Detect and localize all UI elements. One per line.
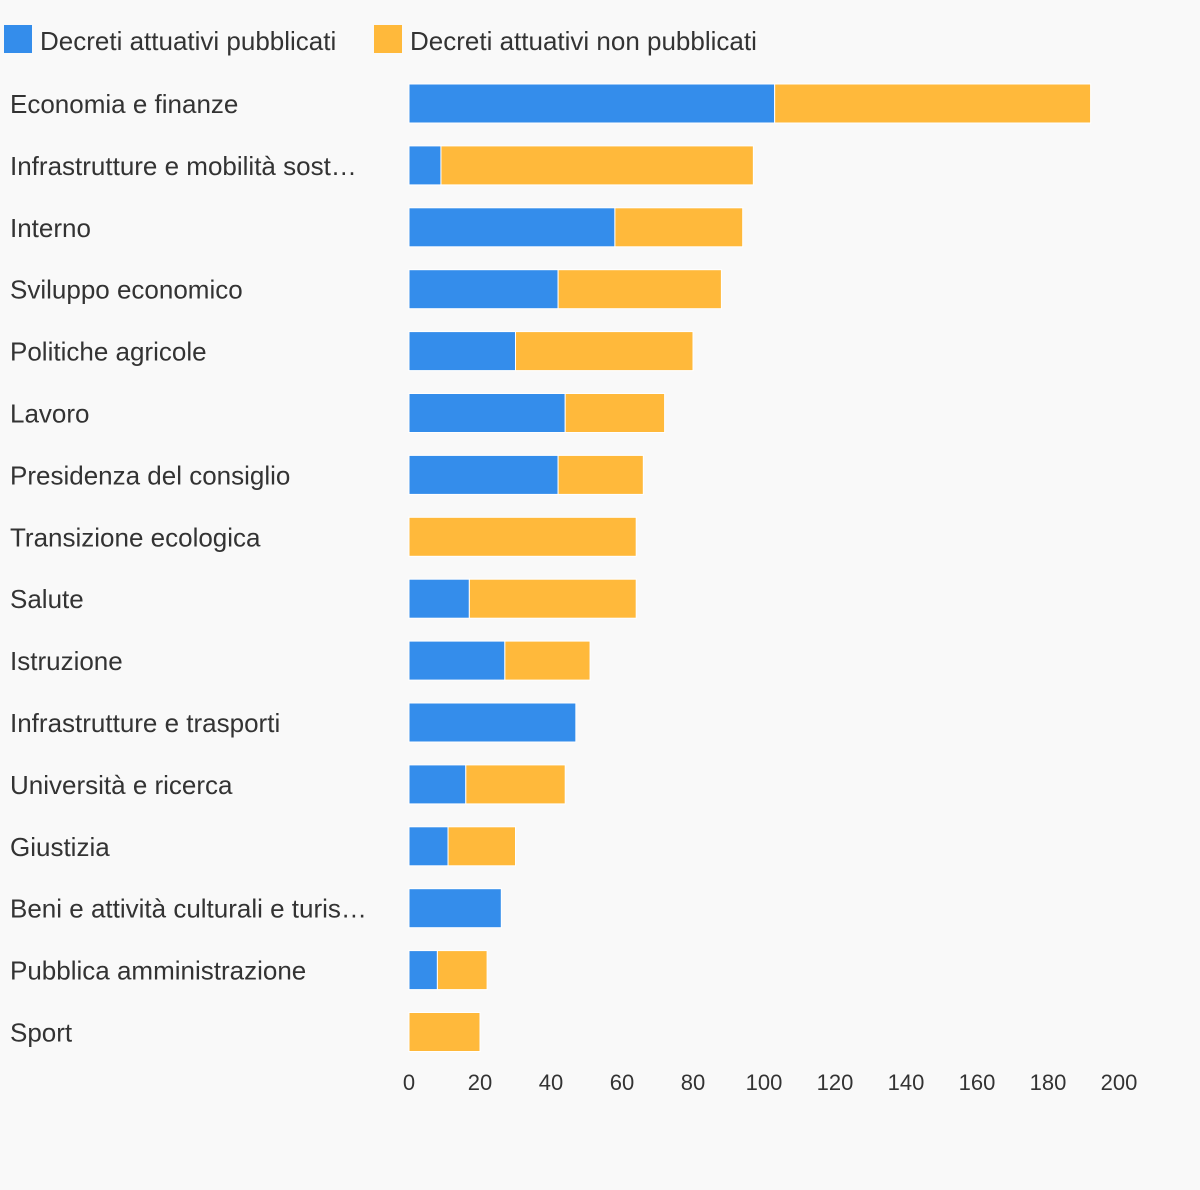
category-label: Università e ricerca bbox=[10, 770, 233, 800]
bar-segment-pubblicati[interactable] bbox=[408, 764, 467, 805]
category-label: Politiche agricole bbox=[10, 337, 207, 367]
legend-swatch-2 bbox=[374, 25, 402, 53]
category-label: Lavoro bbox=[10, 399, 90, 429]
bar-segment-pubblicati[interactable] bbox=[408, 950, 438, 991]
bar-segment-pubblicati[interactable] bbox=[408, 640, 506, 681]
bar-segment-non-pubblicati[interactable] bbox=[504, 640, 591, 681]
bar-segment-non-pubblicati[interactable] bbox=[436, 950, 488, 991]
category-label: Pubblica amministrazione bbox=[10, 956, 306, 986]
bar-segment-pubblicati[interactable] bbox=[408, 826, 449, 867]
category-label: Sport bbox=[10, 1018, 73, 1048]
bars bbox=[408, 83, 1092, 1052]
bar-segment-non-pubblicati[interactable] bbox=[465, 764, 566, 805]
bar-segment-non-pubblicati[interactable] bbox=[557, 454, 644, 495]
x-tick-label: 200 bbox=[1101, 1070, 1138, 1095]
bar-segment-pubblicati[interactable] bbox=[408, 331, 516, 372]
category-label: Transizione ecologica bbox=[10, 522, 261, 552]
bar-segment-non-pubblicati[interactable] bbox=[774, 83, 1092, 124]
category-label: Beni e attività culturali e turis… bbox=[10, 894, 367, 924]
x-axis: 0 20 40 60 80 100 120 140 160 180 200 bbox=[403, 1070, 1137, 1095]
bar-segment-pubblicati[interactable] bbox=[408, 207, 616, 248]
category-label: Infrastrutture e trasporti bbox=[10, 708, 280, 738]
bar-segment-non-pubblicati[interactable] bbox=[440, 145, 754, 186]
legend: Decreti attuativi pubblicati Decreti attu… bbox=[4, 25, 757, 56]
bar-segment-pubblicati[interactable] bbox=[408, 83, 776, 124]
category-label: Presidenza del consiglio bbox=[10, 460, 290, 490]
bar-segment-pubblicati[interactable] bbox=[408, 702, 577, 743]
category-labels: Economia e finanze Infrastrutture e mobil… bbox=[10, 89, 367, 1048]
x-tick-label: 120 bbox=[817, 1070, 854, 1095]
x-tick-label: 0 bbox=[403, 1070, 415, 1095]
category-label: Salute bbox=[10, 584, 84, 614]
bar-segment-non-pubblicati[interactable] bbox=[468, 578, 637, 619]
x-tick-label: 160 bbox=[959, 1070, 996, 1095]
bar-segment-non-pubblicati[interactable] bbox=[408, 516, 637, 557]
x-tick-label: 40 bbox=[539, 1070, 563, 1095]
x-tick-label: 180 bbox=[1030, 1070, 1067, 1095]
legend-label-1: Decreti attuativi pubblicati bbox=[40, 26, 336, 56]
category-label: Infrastrutture e mobilità sost… bbox=[10, 151, 357, 181]
legend-label-2: Decreti attuativi non pubblicati bbox=[410, 26, 757, 56]
bar-segment-pubblicati[interactable] bbox=[408, 145, 442, 186]
bar-segment-pubblicati[interactable] bbox=[408, 454, 559, 495]
x-tick-label: 80 bbox=[681, 1070, 705, 1095]
x-tick-label: 140 bbox=[888, 1070, 925, 1095]
category-label: Giustizia bbox=[10, 832, 110, 862]
bar-segment-pubblicati[interactable] bbox=[408, 269, 559, 310]
bar-segment-non-pubblicati[interactable] bbox=[447, 826, 516, 867]
x-tick-label: 100 bbox=[746, 1070, 783, 1095]
category-label: Sviluppo economico bbox=[10, 275, 243, 305]
bar-segment-non-pubblicati[interactable] bbox=[564, 393, 666, 433]
bar-segment-non-pubblicati[interactable] bbox=[614, 207, 744, 248]
x-tick-label: 60 bbox=[610, 1070, 634, 1095]
category-label: Istruzione bbox=[10, 646, 123, 676]
legend-swatch-1 bbox=[4, 25, 32, 53]
bar-segment-pubblicati[interactable] bbox=[408, 578, 470, 619]
x-tick-label: 20 bbox=[468, 1070, 492, 1095]
bar-segment-pubblicati[interactable] bbox=[408, 888, 502, 929]
bar-segment-non-pubblicati[interactable] bbox=[557, 269, 722, 310]
bar-segment-non-pubblicati[interactable] bbox=[408, 1012, 481, 1052]
bar-segment-pubblicati[interactable] bbox=[408, 393, 566, 433]
category-label: Economia e finanze bbox=[10, 89, 238, 119]
bar-segment-non-pubblicati[interactable] bbox=[515, 331, 694, 372]
category-label: Interno bbox=[10, 213, 91, 243]
